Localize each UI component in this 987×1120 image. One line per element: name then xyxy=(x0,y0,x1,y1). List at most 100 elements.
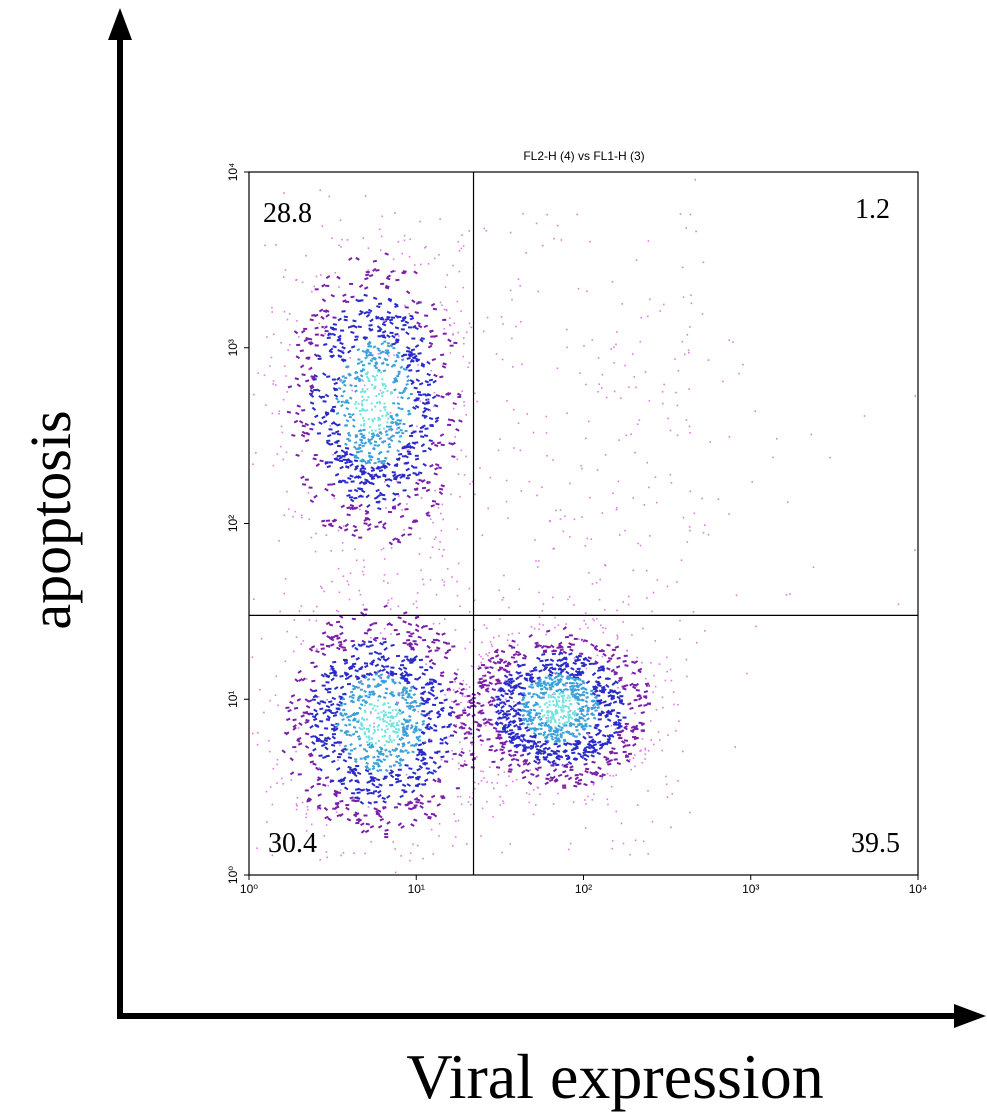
event-dot xyxy=(348,723,352,726)
event-dot xyxy=(512,703,518,708)
event-dot xyxy=(385,740,388,743)
event-dot xyxy=(430,504,435,508)
event-dot xyxy=(581,705,585,709)
event-dot xyxy=(373,722,375,725)
event-dot xyxy=(311,679,316,683)
y-tick-label: 10² xyxy=(226,515,240,532)
event-dot xyxy=(581,680,585,683)
event-dot xyxy=(338,778,343,783)
event-dot xyxy=(686,541,689,543)
event-dot xyxy=(324,746,329,751)
event-dot xyxy=(605,396,608,399)
event-dot xyxy=(308,518,311,521)
event-dot xyxy=(359,593,362,596)
event-dot xyxy=(585,767,590,771)
event-dot xyxy=(333,450,339,455)
event-dot xyxy=(363,608,368,611)
event-dot xyxy=(356,720,360,724)
event-dot xyxy=(440,512,442,515)
event-dot xyxy=(474,781,476,784)
event-dot xyxy=(421,762,427,766)
event-dot xyxy=(373,417,376,420)
event-dot xyxy=(379,316,384,320)
event-dot xyxy=(375,467,380,470)
event-dot xyxy=(585,383,587,386)
event-dot xyxy=(366,677,371,682)
event-dot xyxy=(363,293,368,297)
event-dot xyxy=(580,662,585,665)
event-dot xyxy=(382,319,388,324)
event-dot xyxy=(594,709,598,712)
event-dot xyxy=(383,713,386,716)
event-dot xyxy=(437,466,442,470)
event-dot xyxy=(573,518,576,521)
event-dot xyxy=(326,699,328,701)
event-dot xyxy=(623,739,629,742)
event-dot xyxy=(345,406,350,411)
event-dot xyxy=(351,413,355,417)
event-dot xyxy=(426,513,431,517)
event-dot xyxy=(655,709,658,711)
event-dot xyxy=(501,730,507,733)
event-dot xyxy=(423,761,429,765)
event-dot xyxy=(362,559,365,562)
event-dot xyxy=(384,478,390,482)
x-axis-arrowhead xyxy=(954,1004,986,1028)
event-dot xyxy=(603,755,608,759)
event-dot xyxy=(415,704,419,708)
event-dot xyxy=(427,263,430,265)
event-dot xyxy=(576,213,578,216)
event-dot xyxy=(375,374,378,377)
event-dot xyxy=(666,585,669,588)
event-dot xyxy=(431,546,434,548)
event-dot xyxy=(390,429,392,432)
event-dot xyxy=(313,689,318,693)
event-dot xyxy=(647,750,650,752)
event-dot xyxy=(585,623,587,625)
event-dot xyxy=(542,650,547,653)
event-dot xyxy=(455,787,460,790)
event-dot xyxy=(644,749,647,751)
event-dot xyxy=(602,627,604,629)
event-dot xyxy=(446,392,452,396)
event-dot xyxy=(645,677,647,680)
event-dot xyxy=(406,642,411,646)
event-dot xyxy=(677,780,679,782)
event-dot xyxy=(422,583,425,586)
event-dot xyxy=(521,775,527,780)
event-dot xyxy=(553,237,555,240)
event-dot xyxy=(421,424,426,428)
event-dot xyxy=(329,669,331,671)
event-dot xyxy=(564,682,569,685)
event-dot xyxy=(329,664,335,669)
event-dot xyxy=(342,299,347,303)
event-dot xyxy=(411,750,415,754)
event-dot xyxy=(389,411,392,414)
event-dot xyxy=(341,345,346,350)
event-dot xyxy=(315,462,320,467)
event-dot xyxy=(352,319,357,323)
event-dot xyxy=(336,400,341,404)
event-dot xyxy=(500,745,506,749)
event-dot xyxy=(321,631,327,635)
event-dot xyxy=(354,811,359,816)
event-dot xyxy=(399,365,404,369)
event-dot xyxy=(509,231,512,234)
event-dot xyxy=(370,690,374,694)
event-dot xyxy=(385,483,391,488)
event-dot xyxy=(337,610,340,613)
event-dot xyxy=(421,479,426,484)
event-dot xyxy=(460,247,463,250)
event-dot xyxy=(343,658,347,661)
event-dot xyxy=(351,732,356,736)
event-dot xyxy=(397,701,400,704)
event-dot xyxy=(402,727,406,730)
event-dot xyxy=(331,735,337,740)
event-dot xyxy=(437,712,442,717)
event-dot xyxy=(386,421,389,424)
event-dot xyxy=(353,773,358,778)
event-dot xyxy=(301,516,303,519)
event-dot xyxy=(432,678,437,683)
event-dot xyxy=(385,363,390,367)
event-dot xyxy=(341,454,346,458)
